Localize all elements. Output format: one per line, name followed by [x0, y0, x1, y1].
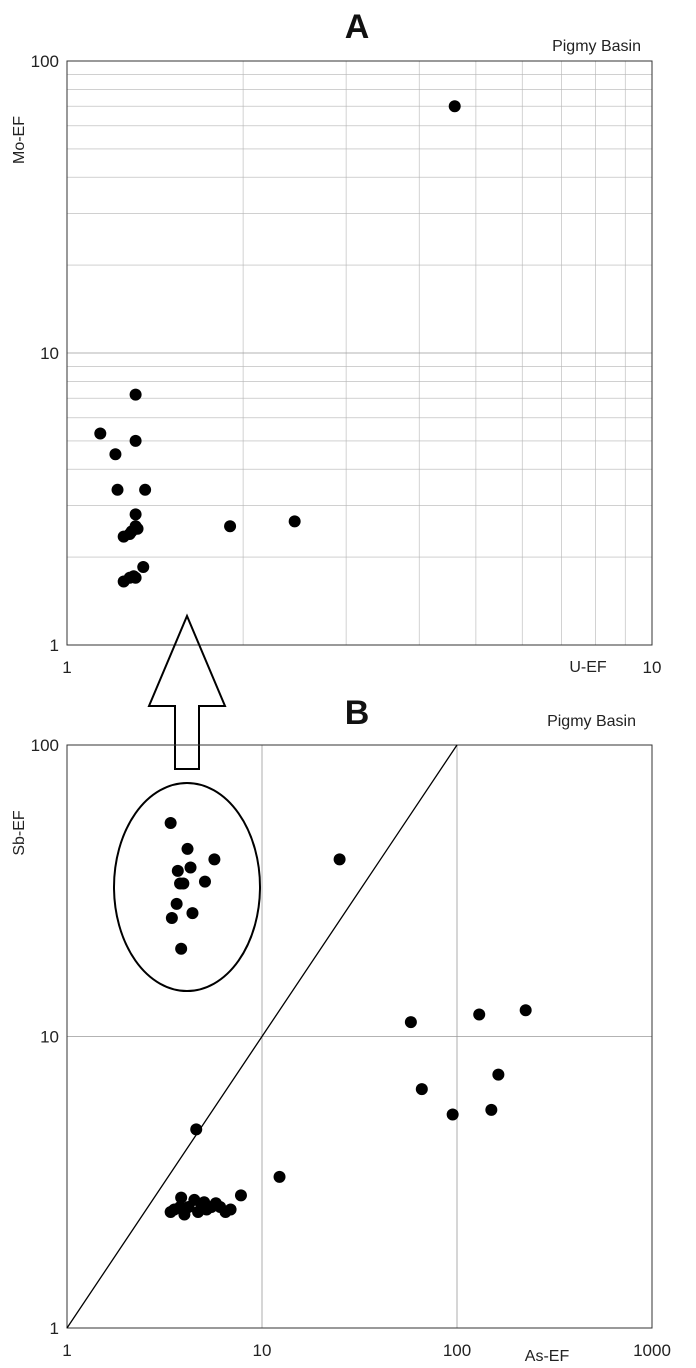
y-tick-label: 1	[50, 1319, 59, 1338]
data-point	[129, 508, 142, 521]
data-point	[198, 875, 211, 888]
data-point	[208, 853, 221, 866]
x-tick-label: 1	[62, 1341, 71, 1360]
data-point	[492, 1068, 505, 1081]
panel-b-letter: B	[345, 694, 370, 732]
data-point	[224, 520, 237, 533]
data-point	[181, 842, 194, 855]
data-point	[164, 817, 177, 830]
panel-b-title: Pigmy Basin	[547, 713, 636, 730]
data-point	[111, 483, 124, 496]
panel-b-y-axis-label: Sb-EF	[11, 810, 28, 856]
data-point	[175, 942, 188, 955]
panel-a-points	[94, 100, 461, 588]
panel-b-chart: B Pigmy Basin Sb-EF As-EF 1 10 100 1 10 100 10…	[11, 694, 671, 1365]
data-point	[333, 853, 346, 866]
data-point	[186, 907, 199, 920]
panel-a-x-axis-label: U-EF	[569, 659, 607, 676]
data-point	[473, 1008, 486, 1021]
panel-a-letter: A	[345, 8, 370, 46]
data-point	[184, 861, 197, 874]
data-point	[190, 1123, 203, 1136]
data-point	[446, 1108, 459, 1121]
data-point	[170, 897, 183, 910]
highlight-ellipse	[113, 782, 261, 992]
panel-a-y-axis-label: Mo-EF	[11, 116, 28, 164]
panel-b-points	[164, 817, 532, 1221]
y-tick-label: 1	[50, 636, 59, 655]
panel-b-plot-frame	[66, 744, 653, 1329]
data-point	[234, 1189, 247, 1202]
data-point	[177, 877, 190, 890]
x-tick-label: 100	[443, 1341, 471, 1360]
x-tick-label: 10	[253, 1341, 272, 1360]
data-point	[131, 522, 144, 535]
data-point	[129, 388, 142, 401]
x-tick-label: 10	[643, 658, 662, 677]
x-tick-label: 1	[62, 658, 71, 677]
panel-a-chart: A Pigmy Basin Mo-EF U-EF 1 10 100 1 10	[11, 8, 661, 677]
y-tick-label: 100	[31, 736, 59, 755]
data-point	[404, 1016, 417, 1029]
y-tick-label: 10	[40, 344, 59, 363]
y-tick-label: 10	[40, 1028, 59, 1047]
x-tick-label: 1000	[633, 1341, 671, 1360]
data-point	[224, 1203, 237, 1216]
panel-b-reference-line	[66, 744, 458, 1329]
callout-arrow	[147, 613, 227, 770]
data-point	[109, 448, 122, 461]
data-point	[137, 560, 150, 573]
panel-b-grid	[67, 745, 652, 1328]
data-point	[129, 434, 142, 447]
data-point	[175, 1191, 188, 1204]
data-point	[273, 1170, 286, 1183]
panel-a-plot-frame	[66, 60, 653, 646]
data-point	[129, 571, 142, 584]
data-point	[485, 1103, 498, 1116]
data-point	[139, 483, 152, 496]
panel-a-grid	[67, 61, 652, 645]
data-point	[415, 1083, 428, 1096]
data-point	[519, 1004, 532, 1017]
panel-a-tick-labels: 1 10 100 1 10	[31, 52, 662, 677]
data-point	[288, 515, 301, 528]
y-tick-label: 100	[31, 52, 59, 71]
data-point	[171, 864, 184, 877]
data-point	[165, 911, 178, 924]
data-point	[448, 100, 461, 113]
panel-b-x-axis-label: As-EF	[525, 1348, 570, 1365]
data-point	[94, 427, 107, 440]
panel-a-title: Pigmy Basin	[552, 38, 641, 55]
panel-b-tick-labels: 1 10 100 1 10 100 1000	[31, 736, 671, 1360]
